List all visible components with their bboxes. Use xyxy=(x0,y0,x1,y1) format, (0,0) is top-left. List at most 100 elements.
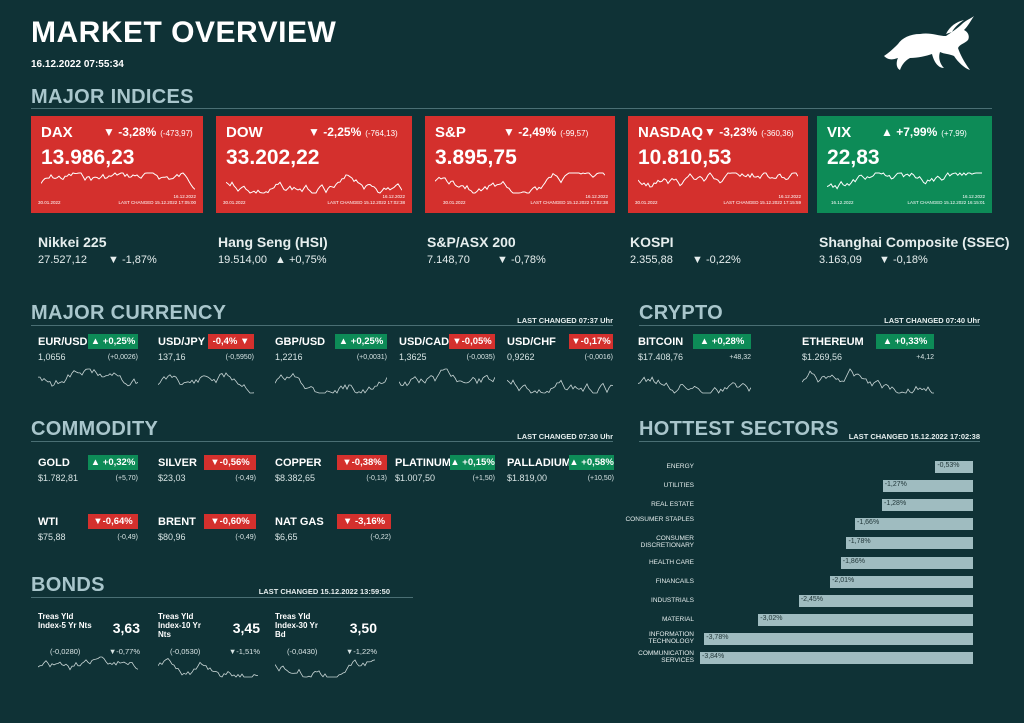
bond-tile[interactable]: Treas Yld Index-5 Yr Nts 3,63 (-0,0280) ▼-0… xyxy=(38,612,140,684)
sparkline xyxy=(507,379,613,394)
sector-bar-label: -2,01% xyxy=(832,576,855,584)
index-change: ▼ -2,25% (-764,13) xyxy=(308,125,398,139)
bond-name: Treas Yld Index-10 Yr Nts xyxy=(158,612,201,639)
change-badge: ▼-0,60% xyxy=(204,514,256,529)
sector-bar-label: -1,28% xyxy=(884,500,907,508)
bond-tile[interactable]: Treas Yld Index-30 Yr Bd 3,50 (-0,0430) ▼-1… xyxy=(275,612,377,684)
bond-abs-change: (-0,0530) xyxy=(170,647,201,656)
commodity-tile[interactable]: COPPER ▼-0,38% $8.382,65 (-0,13) xyxy=(275,455,387,493)
tile-value: 0,9262 xyxy=(507,352,535,362)
crypto-last-changed: LAST CHANGED 07:40 Uhr xyxy=(884,316,980,325)
asia-index-ssec[interactable]: Shanghai Composite (SSEC) 3.163,09 ▼ -0,1… xyxy=(819,234,1010,266)
commodity-tile[interactable]: PLATINUM ▲ +0,15% $1.007,50 (+1,50) xyxy=(395,455,507,493)
asia-index-nikkei[interactable]: Nikkei 225 27.527,12 ▼ -1,87% xyxy=(38,234,157,266)
tile-value: $80,96 xyxy=(158,532,186,542)
sector-bar: -1,66% xyxy=(854,518,973,531)
sector-label: COMMUNICATION SERVICES xyxy=(638,650,694,664)
commodity-tile[interactable]: NAT GAS ▼ -3,16% $6,65 (-0,22) xyxy=(275,514,391,552)
asia-index-change: ▼ -0,78% xyxy=(497,254,546,266)
tile-value: 137,16 xyxy=(158,352,186,362)
tile-name: GOLD xyxy=(38,457,70,469)
index-name: S&P xyxy=(435,124,466,141)
divider xyxy=(31,108,992,109)
tile-abs-change: (+0,0026) xyxy=(107,354,138,361)
divider xyxy=(31,441,613,442)
index-name: DAX xyxy=(41,124,73,141)
sparkline xyxy=(158,657,258,678)
tile-name: USD/JPY xyxy=(158,336,206,348)
index-card-nasdaq[interactable]: NASDAQ ▼ -3,23% (-360,36) 10.810,53 30.01… xyxy=(628,116,808,213)
sector-bar-label: -1,78% xyxy=(848,538,871,546)
index-name: NASDAQ xyxy=(638,124,704,141)
index-card-dax[interactable]: DAX ▼ -3,28% (-473,97) 13.986,23 30.01.20… xyxy=(31,116,203,213)
asia-index-asx[interactable]: S&P/ASX 200 7.148,70 ▼ -0,78% xyxy=(427,234,546,266)
tile-value: $23,03 xyxy=(158,473,186,483)
tile-name: NAT GAS xyxy=(275,516,324,528)
asia-index-name: Hang Seng (HSI) xyxy=(218,234,328,250)
sparkline xyxy=(38,656,138,671)
currency-tile[interactable]: USD/CHF ▼-0,17% 0,9262 (-0,0016) xyxy=(507,334,617,396)
bond-name: Treas Yld Index-5 Yr Nts xyxy=(38,612,92,630)
tile-name: GBP/USD xyxy=(275,336,326,348)
tile-name: USD/CAD xyxy=(399,336,450,348)
asia-index-hsi[interactable]: Hang Seng (HSI) 19.514,00 ▲ +0,75% xyxy=(218,234,328,266)
crypto-tile-bitcoin[interactable]: BITCOIN ▲ +0,28% $17.408,76 +48,32 xyxy=(638,334,758,396)
sector-label: ENERGY xyxy=(666,463,694,470)
index-card-dow[interactable]: DOW ▼ -2,25% (-764,13) 33.202,22 30.01.20… xyxy=(216,116,412,213)
index-value: 10.810,53 xyxy=(638,146,732,169)
index-card-vix[interactable]: VIX ▲ +7,99% (+7,99) 22,83 16.12.2022 16.… xyxy=(817,116,992,213)
crypto-tile-ethereum[interactable]: ETHEREUM ▲ +0,33% $1.269,56 +4,12 xyxy=(802,334,942,396)
tile-abs-change: +48,32 xyxy=(729,354,751,361)
asia-index-kospi[interactable]: KOSPI 2.355,88 ▼ -0,22% xyxy=(630,234,741,266)
sector-label: UTILITIES xyxy=(663,482,694,490)
chart-start-date: 30.01.2022 xyxy=(38,200,61,205)
tile-value: $1.819,00 xyxy=(507,473,548,483)
asia-index-value: 7.148,70 xyxy=(427,254,470,266)
currency-tile[interactable]: USD/CAD ▼-0,05% 1,3625 (-0,0035) xyxy=(399,334,509,396)
page-title: MARKET OVERVIEW xyxy=(31,16,337,49)
commodity-tile[interactable]: WTI ▼-0,64% $75,88 (-0,49) xyxy=(38,514,150,552)
tile-name: SILVER xyxy=(158,457,197,469)
index-change: ▼ -3,23% (-360,36) xyxy=(704,125,794,139)
tile-abs-change: (-0,0035) xyxy=(466,354,495,361)
index-change: ▼ -3,28% (-473,97) xyxy=(103,125,193,139)
tile-value: $1.782,81 xyxy=(38,473,79,483)
commodity-tile[interactable]: SILVER ▼-0,56% $23,03 (-0,49) xyxy=(158,455,270,493)
index-value: 3.895,75 xyxy=(435,146,517,169)
tile-abs-change: (-0,49) xyxy=(117,534,138,541)
commodity-tile[interactable]: BRENT ▼-0,60% $80,96 (-0,49) xyxy=(158,514,270,552)
chart-end-date: 16.12.2022 xyxy=(585,194,608,199)
bond-name: Treas Yld Index-30 Yr Bd xyxy=(275,612,318,639)
chart-end-date: 16.12.2022 xyxy=(173,194,196,199)
currency-tile[interactable]: GBP/USD ▲ +0,25% 1,2216 (+0,0031) xyxy=(275,334,387,396)
index-last-changed: LAST CHANGED 15.12.2022 17:02:38 xyxy=(530,200,608,205)
bond-pct-change: ▼-1,22% xyxy=(345,647,377,656)
index-last-changed: LAST CHANGED 15.12.2022 17:05:00 xyxy=(118,200,196,205)
sector-bar-label: -3,84% xyxy=(702,653,725,660)
index-card-sp[interactable]: S&P ▼ -2,49% (-99,57) 3.895,75 30.01.2022… xyxy=(425,116,615,213)
chart-start-date: 30.01.2022 xyxy=(635,200,658,205)
asia-index-name: KOSPI xyxy=(630,234,674,250)
sector-bar: -1,86% xyxy=(840,556,973,569)
currency-last-changed: LAST CHANGED 07:37 Uhr xyxy=(517,316,613,325)
major-indices-title: MAJOR INDICES xyxy=(31,86,194,108)
bond-tile[interactable]: Treas Yld Index-10 Yr Nts 3,45 (-0,0530) ▼-… xyxy=(158,612,260,684)
index-value: 22,83 xyxy=(827,146,880,169)
sector-label: MATERIAL xyxy=(661,615,694,623)
index-change: ▲ +7,99% (+7,99) xyxy=(881,125,967,139)
sector-bar: -3,02% xyxy=(758,613,973,626)
currency-tile[interactable]: USD/JPY -0,4% ▼ 137,16 (-0,5950) xyxy=(158,334,268,396)
sparkline xyxy=(638,376,751,394)
change-badge: ▼-0,05% xyxy=(449,334,495,349)
commodity-tile[interactable]: PALLADIUM ▲ +0,58% $1.819,00 (+10,50) xyxy=(507,455,619,493)
asia-index-change: ▼ -0,18% xyxy=(879,254,928,266)
index-last-changed: LAST CHANGED 15.12.2022 17:02:38 xyxy=(327,200,405,205)
bond-abs-change: (-0,0280) xyxy=(50,647,81,656)
sector-bar-label: -1,86% xyxy=(842,557,865,565)
asia-index-value: 19.514,00 xyxy=(218,254,267,266)
currency-tile[interactable]: EUR/USD ▲ +0,25% 1,0656 (+0,0026) xyxy=(38,334,148,396)
tile-abs-change: +4,12 xyxy=(916,354,934,361)
currency-title: MAJOR CURRENCY xyxy=(31,302,227,324)
sector-label: REAL ESTATE xyxy=(651,501,694,509)
commodity-tile[interactable]: GOLD ▲ +0,32% $1.782,81 (+5,70) xyxy=(38,455,150,493)
